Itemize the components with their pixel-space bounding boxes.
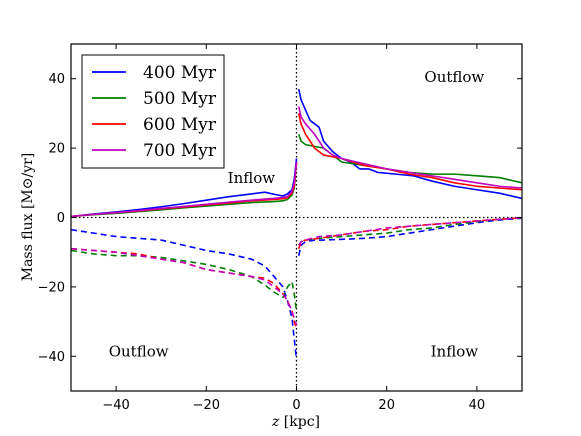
- y-tick-label: 0: [57, 211, 65, 226]
- ticks-layer: −40 −20 0 20 40 −40 −20 0 20 40: [38, 44, 522, 413]
- x-tick-label: −20: [193, 398, 220, 413]
- x-tick-label: 20: [378, 398, 395, 413]
- y-tick-label: −20: [38, 280, 65, 295]
- series-3: [70, 106, 523, 326]
- series-1-dashed-left-line: [70, 249, 298, 312]
- legend-label-2: 600 Myr: [143, 115, 217, 135]
- legend-label-1: 500 Myr: [143, 89, 217, 109]
- annotations-layer: Outflow Inflow Outflow Inflow: [109, 68, 485, 360]
- series-0-dashed-left-line: [70, 228, 298, 360]
- series-layer: [70, 88, 523, 360]
- series-3-solid-left-line: [70, 161, 298, 218]
- y-axis-label: Mass flux [M⊙/yr]: [20, 153, 36, 282]
- series-0-dashed-right-line: [297, 217, 523, 256]
- reference-lines: [71, 44, 522, 391]
- annotation-outflow: Outflow: [424, 68, 484, 86]
- series-2-solid-right-line: [297, 113, 523, 191]
- x-axis-label: z [kpc]: [271, 414, 320, 430]
- series-0-solid-left-line: [70, 158, 298, 218]
- series-0: [70, 88, 523, 360]
- annotation-outflow: Outflow: [109, 342, 169, 360]
- legend: 400 Myr 500 Myr 600 Myr 700 Myr: [81, 54, 225, 169]
- annotation-inflow: Inflow: [228, 169, 276, 187]
- legend-label-0: 400 Myr: [143, 63, 217, 83]
- x-tick-label: 40: [469, 398, 486, 413]
- y-tick-label: 40: [48, 72, 65, 87]
- series-3-dashed-right-line: [298, 217, 523, 246]
- series-1-dashed-right-line: [298, 217, 523, 246]
- legend-items: 400 Myr 500 Myr 600 Myr 700 Myr: [92, 63, 217, 161]
- y-tick-label: −40: [38, 350, 65, 365]
- x-tick-label: 0: [292, 398, 300, 413]
- series-3-solid-right-line: [297, 106, 523, 189]
- series-0-solid-right-line: [297, 88, 523, 200]
- series-3-dashed-left-line: [70, 247, 298, 326]
- annotation-inflow: Inflow: [431, 342, 479, 360]
- y-tick-label: 20: [48, 142, 65, 157]
- legend-label-3: 700 Myr: [143, 141, 217, 161]
- x-tick-label: −40: [102, 398, 129, 413]
